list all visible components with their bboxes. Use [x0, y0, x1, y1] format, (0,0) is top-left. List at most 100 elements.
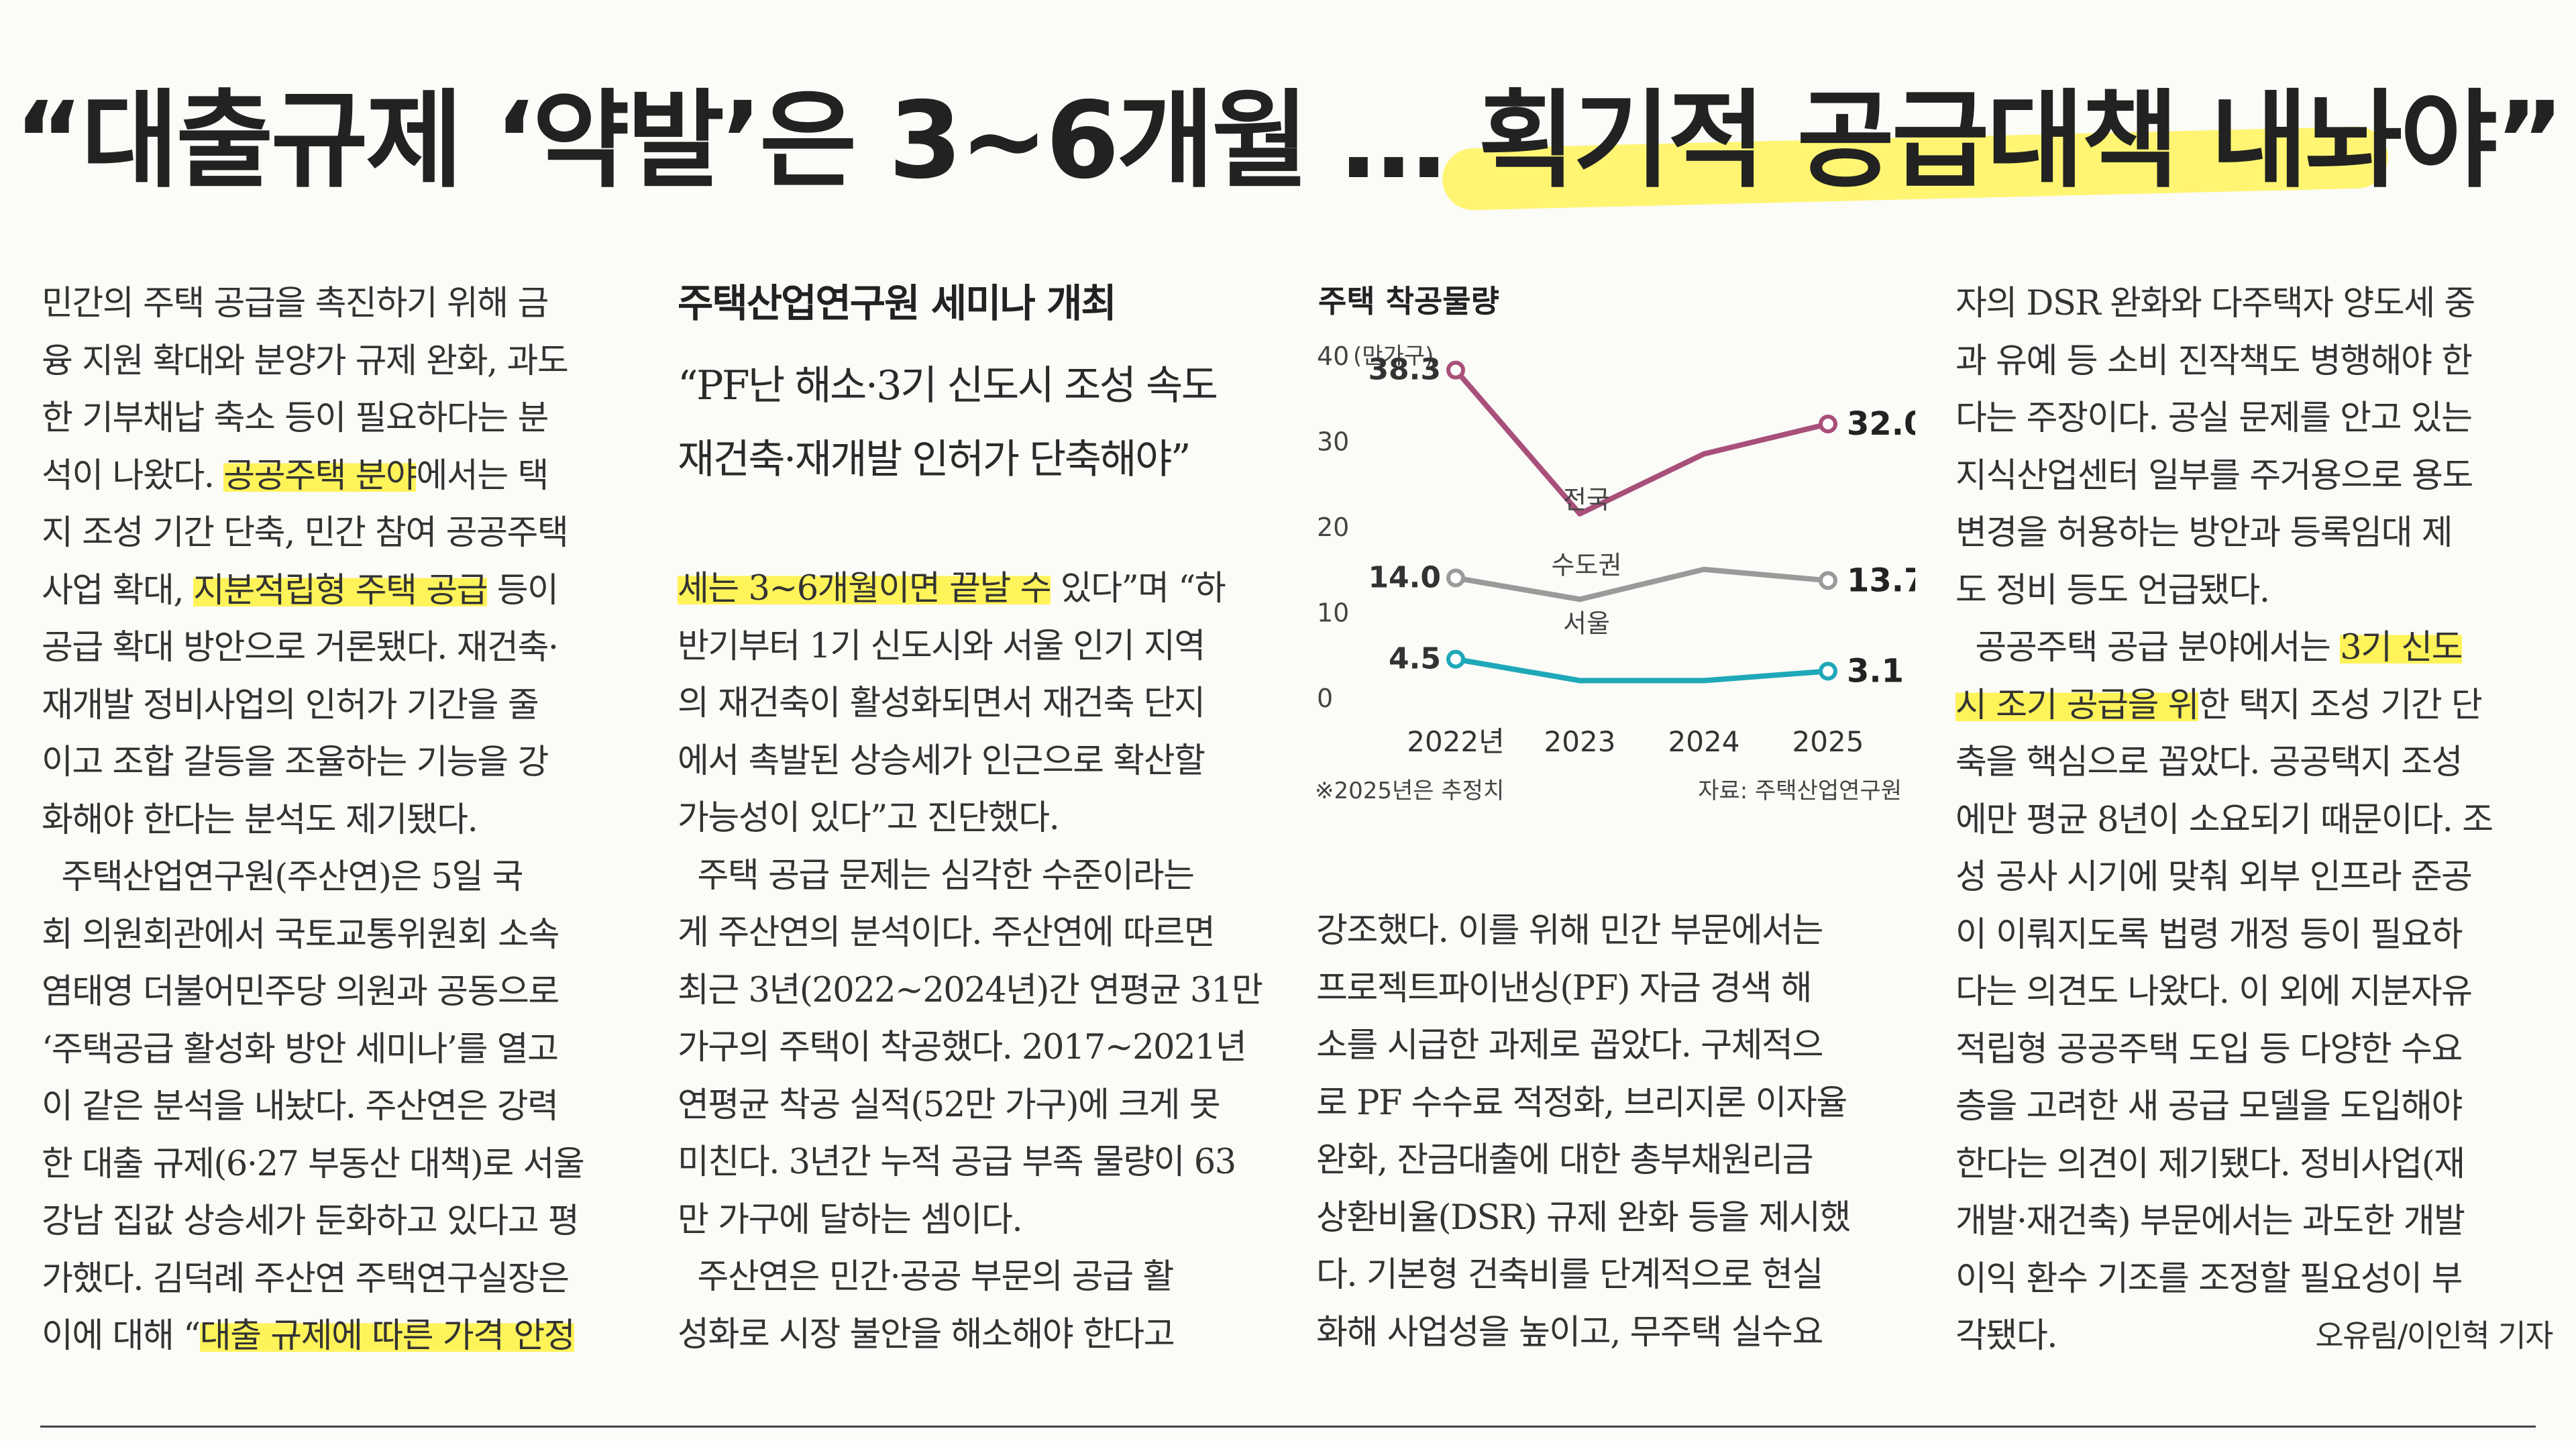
text-segment: 축을 핵심으로 꼽았다. 공공택지 조성 — [1955, 743, 2463, 782]
text-segment: 등이 — [487, 570, 559, 610]
text-segment: 미친다. 3년간 누적 공급 부족 물량이 63 — [678, 1142, 1236, 1182]
text-line: 민간의 주택 공급을 촉진하기 위해 금 — [42, 275, 639, 333]
series-line-수도권 — [1455, 566, 1829, 602]
text-line: 재개발 정비사업의 인허가 기간을 줄 — [42, 677, 639, 735]
text-line: 의 재건축이 활성화되면서 재건축 단지 — [678, 675, 1275, 733]
text-segment: 사업 확대, — [42, 570, 193, 610]
text-segment: 층을 고려한 새 공급 모델을 도입해야 — [1955, 1087, 2463, 1126]
text-line: 지 조성 기간 단축, 민간 참여 공공주택 — [42, 504, 639, 562]
bottom-rule — [40, 1426, 2536, 1428]
data-point — [1446, 649, 1465, 669]
text-line: 에서 촉발된 상승세가 인근으로 확산할 — [678, 733, 1275, 790]
series-line-서울 — [1455, 656, 1829, 684]
text-segment: 과 유예 등 소비 진작책도 병행해야 한 — [1955, 341, 2473, 381]
text-line: 자의 DSR 완화와 다주택자 양도세 중 — [1955, 275, 2553, 333]
byline: 오유림/이인혁 기자 — [2315, 1318, 2553, 1354]
text-line: 한다는 의견이 제기됐다. 정비사업(재 — [1955, 1136, 2553, 1193]
text-segment: 다. 기본형 건축비를 단계적으로 현실 — [1316, 1255, 1823, 1295]
text-segment: 프로젝트파이낸싱(PF) 자금 경색 해 — [1316, 968, 1813, 1008]
text-line: 도 정비 등도 언급됐다. — [1955, 562, 2553, 620]
text-segment: 이에 대해 “ — [42, 1316, 201, 1356]
data-point — [1819, 415, 1837, 433]
text-segment: 지 조성 기간 단축, 민간 참여 공공주택 — [42, 513, 569, 553]
text-line: 한 기부채납 축소 등이 필요하다는 분 — [42, 390, 639, 447]
highlighted-text: 대출 규제에 따른 가격 안정 — [199, 1316, 576, 1356]
text-line: 화해야 한다는 분석도 제기됐다. — [42, 792, 639, 849]
text-segment: 자의 DSR 완화와 다주택자 양도세 중 — [1955, 284, 2475, 323]
text-line: 회 의원회관에서 국토교통위원회 소속 — [42, 906, 639, 964]
text-line: 개발·재건축) 부문에서는 과도한 개발 — [1955, 1193, 2553, 1250]
text-line: 염태영 더불어민주당 의원과 공동으로 — [42, 963, 639, 1021]
text-segment: 완화, 잔금대출에 대한 총부채원리금 — [1316, 1140, 1814, 1180]
y-tick-label: 10 — [1317, 598, 1349, 628]
y-tick-label: 0 — [1317, 684, 1333, 713]
text-segment: 화해 사업성을 높이고, 무주택 실수요 — [1316, 1312, 1823, 1352]
text-line: 이 같은 분석을 내놨다. 주산연은 강력 — [42, 1078, 639, 1136]
series-name-label: 전국 — [1563, 485, 1610, 515]
text-line: 게 주산연의 분석이다. 주산연에 따르면 — [678, 904, 1275, 962]
text-line: 공급 확대 방안으로 거론됐다. 재건축· — [42, 619, 639, 677]
highlighted-text: 시 조기 공급을 위 — [1955, 685, 2200, 725]
text-line: 과 유예 등 소비 진작책도 병행해야 한 — [1955, 333, 2553, 390]
text-segment: 강남 집값 상승세가 둔화하고 있다고 평 — [42, 1202, 580, 1241]
text-segment: 상환비율(DSR) 규제 완화 등을 제시했 — [1316, 1197, 1851, 1238]
text-line: 에만 평균 8년이 소요되기 때문이다. 조 — [1955, 792, 2553, 849]
construction-starts-chart: 주택 착공물량 40 30 20 10 0 (만가구) 2022년 2023 2024 2025 38… — [1315, 283, 1915, 804]
text-segment: 주택산업연구원(주산연)은 5일 국 — [42, 857, 523, 897]
text-segment: 만 가구에 달하는 셈이다. — [678, 1199, 1023, 1240]
text-segment: 최근 3년(2022~2024년)간 연평균 31만 — [678, 970, 1263, 1010]
text-line: 다는 주장이다. 공실 문제를 안고 있는 — [1955, 390, 2553, 447]
text-segment: 주산연은 민간·공공 부문의 공급 활 — [678, 1257, 1174, 1297]
text-segment: 반기부터 1기 신도시와 서울 인기 지역 — [678, 626, 1205, 666]
chart-title: 주택 착공물량 — [1318, 283, 1499, 319]
data-point — [1446, 360, 1465, 380]
text-segment: 가구의 주택이 착공했다. 2017~2021년 — [678, 1028, 1247, 1067]
text-segment: 각됐다. — [1955, 1316, 2057, 1356]
text-segment: 성화로 시장 불안을 해소해야 한다고 — [678, 1314, 1175, 1354]
text-segment: 가했다. 김덕례 주산연 주택연구실장은 — [42, 1259, 570, 1299]
text-segment: 성 공사 시기에 맞춰 외부 인프라 준공 — [1955, 857, 2473, 897]
text-line: ‘주택공급 활성화 방안 세미나’를 열고 — [42, 1021, 639, 1079]
y-tick-label: 40 — [1317, 341, 1349, 371]
series-name-label: 수도권 — [1552, 550, 1622, 580]
y-tick-label: 20 — [1317, 513, 1349, 542]
text-segment: 있다”며 “하 — [1051, 569, 1226, 608]
text-segment: 게 주산연의 분석이다. 주산연에 따르면 — [678, 913, 1216, 953]
data-label: 3.1 — [1847, 652, 1904, 690]
series-line-전국 — [1453, 368, 1829, 517]
data-point — [1446, 568, 1465, 588]
data-label: 14.0 — [1368, 561, 1441, 595]
text-line: 주택 공급 문제는 심각한 수준이라는 — [678, 847, 1275, 905]
text-line: 융 지원 확대와 분양가 규제 완화, 과도 — [42, 333, 639, 390]
text-line: 가했다. 김덕례 주산연 주택연구실장은 — [42, 1250, 639, 1308]
data-point — [1819, 661, 1837, 681]
x-tick-label: 2023 — [1544, 725, 1616, 758]
text-segment: 에서는 택 — [416, 456, 549, 496]
text-segment: 한 대출 규제(6·27 부동산 대책)로 서울 — [42, 1144, 585, 1184]
highlighted-text: 공공주택 분야 — [223, 456, 417, 496]
text-segment: 이고 조합 갈등을 조율하는 기능을 강 — [42, 743, 549, 782]
text-line: 시 조기 공급을 위한 택지 조성 기간 단 — [1955, 677, 2553, 735]
text-segment: 로 PF 수수료 적정화, 브리지론 이자율 — [1316, 1083, 1847, 1123]
text-line: 성화로 시장 불안을 해소해야 한다고 — [678, 1306, 1275, 1364]
text-segment: 재개발 정비사업의 인허가 기간을 줄 — [42, 685, 539, 725]
subheading-quote: “PF난 해소·3기 신도시 조성 속도 재건축·재개발 인허가 단축해야” — [678, 349, 1281, 496]
text-line: 로 PF 수수료 적정화, 브리지론 이자율 — [1316, 1075, 1913, 1132]
text-line: 강남 집값 상승세가 둔화하고 있다고 평 — [42, 1193, 639, 1250]
text-line: 이 이뤄지도록 법령 개정 등이 필요하 — [1955, 906, 2553, 964]
highlighted-text: 세는 3~6개월이면 끝날 수 — [678, 569, 1052, 608]
text-line: 각됐다. 오유림/이인혁 기자 — [1955, 1307, 2553, 1365]
text-line: 다. 기본형 건축비를 단계적으로 현실 — [1316, 1246, 1913, 1304]
subheading-quote-line-1: “PF난 해소·3기 신도시 조성 속도 — [678, 362, 1218, 409]
text-segment: 변경을 허용하는 방안과 등록임대 제 — [1955, 513, 2453, 553]
text-line: 반기부터 1기 신도시와 서울 인기 지역 — [678, 618, 1275, 676]
text-line: 축을 핵심으로 꼽았다. 공공택지 조성 — [1955, 734, 2553, 792]
text-line: 소를 시급한 과제로 꼽았다. 구체적으 — [1316, 1017, 1913, 1075]
text-segment: 석이 나왔다. — [42, 456, 224, 496]
x-tick-label: 2024 — [1668, 725, 1740, 758]
text-segment: 다는 주장이다. 공실 문제를 안고 있는 — [1955, 398, 2473, 438]
text-line: 주택산업연구원(주산연)은 5일 국 — [42, 849, 639, 906]
text-line: 화해 사업성을 높이고, 무주택 실수요 — [1316, 1304, 1913, 1362]
